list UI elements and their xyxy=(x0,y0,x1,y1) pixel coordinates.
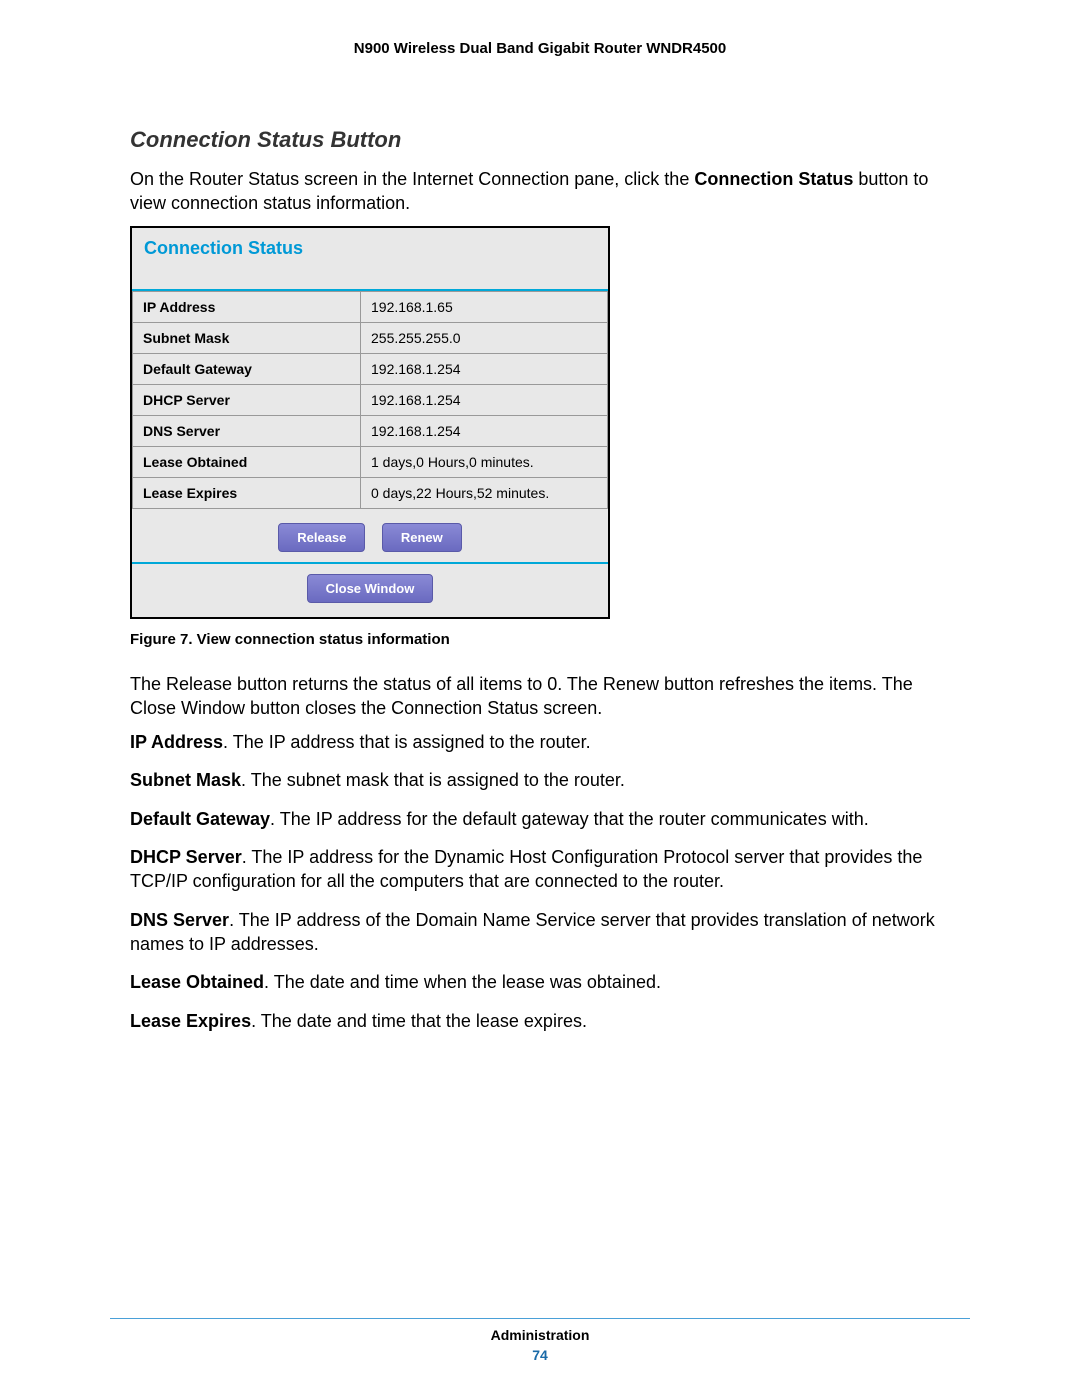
document-header: N900 Wireless Dual Band Gigabit Router W… xyxy=(130,40,950,57)
row-value: 0 days,22 Hours,52 minutes. xyxy=(361,477,608,508)
definition-ip-address: IP Address. The IP address that is assig… xyxy=(130,730,950,754)
table-row: Default Gateway192.168.1.254 xyxy=(133,353,608,384)
definition-dhcp-server: DHCP Server. The IP address for the Dyna… xyxy=(130,845,950,894)
button-row-primary: Release Renew xyxy=(132,509,608,564)
release-button[interactable]: Release xyxy=(278,523,365,552)
def-text: . The IP address of the Domain Name Serv… xyxy=(130,910,935,954)
definition-subnet-mask: Subnet Mask. The subnet mask that is ass… xyxy=(130,768,950,792)
table-row: DNS Server192.168.1.254 xyxy=(133,415,608,446)
def-term: Lease Expires xyxy=(130,1011,251,1031)
intro-bold-term: Connection Status xyxy=(694,169,853,189)
definition-lease-expires: Lease Expires. The date and time that th… xyxy=(130,1009,950,1033)
table-row: IP Address192.168.1.65 xyxy=(133,291,608,322)
panel-title: Connection Status xyxy=(132,228,608,291)
row-label: Subnet Mask xyxy=(133,322,361,353)
def-term: DHCP Server xyxy=(130,847,242,867)
table-row: Lease Expires0 days,22 Hours,52 minutes. xyxy=(133,477,608,508)
definition-dns-server: DNS Server. The IP address of the Domain… xyxy=(130,908,950,957)
table-row: Subnet Mask255.255.255.0 xyxy=(133,322,608,353)
post-panel-paragraph: The Release button returns the status of… xyxy=(130,672,950,721)
row-value: 192.168.1.254 xyxy=(361,384,608,415)
button-row-secondary: Close Window xyxy=(132,564,608,617)
section-heading: Connection Status Button xyxy=(130,127,950,153)
figure-caption: Figure 7. View connection status informa… xyxy=(130,631,950,648)
def-text: . The date and time that the lease expir… xyxy=(251,1011,587,1031)
row-label: Default Gateway xyxy=(133,353,361,384)
footer-page-number: 74 xyxy=(0,1347,1080,1363)
table-row: Lease Obtained1 days,0 Hours,0 minutes. xyxy=(133,446,608,477)
row-value: 255.255.255.0 xyxy=(361,322,608,353)
footer: Administration 74 xyxy=(0,1327,1080,1363)
row-value: 192.168.1.254 xyxy=(361,415,608,446)
footer-rule xyxy=(110,1318,970,1319)
renew-button[interactable]: Renew xyxy=(382,523,462,552)
row-value: 192.168.1.254 xyxy=(361,353,608,384)
def-text: . The subnet mask that is assigned to th… xyxy=(241,770,625,790)
definition-default-gateway: Default Gateway. The IP address for the … xyxy=(130,807,950,831)
def-term: IP Address xyxy=(130,732,223,752)
close-window-button[interactable]: Close Window xyxy=(307,574,434,603)
row-label: Lease Expires xyxy=(133,477,361,508)
row-label: DHCP Server xyxy=(133,384,361,415)
def-text: . The IP address for the Dynamic Host Co… xyxy=(130,847,922,891)
def-term: DNS Server xyxy=(130,910,229,930)
connection-status-panel: Connection Status IP Address192.168.1.65… xyxy=(130,226,610,619)
def-text: . The IP address that is assigned to the… xyxy=(223,732,591,752)
table-row: DHCP Server192.168.1.254 xyxy=(133,384,608,415)
row-value: 192.168.1.65 xyxy=(361,291,608,322)
definition-lease-obtained: Lease Obtained. The date and time when t… xyxy=(130,970,950,994)
def-term: Lease Obtained xyxy=(130,972,264,992)
row-label: Lease Obtained xyxy=(133,446,361,477)
row-label: IP Address xyxy=(133,291,361,322)
def-text: . The date and time when the lease was o… xyxy=(264,972,661,992)
def-text: . The IP address for the default gateway… xyxy=(270,809,869,829)
def-term: Default Gateway xyxy=(130,809,270,829)
row-value: 1 days,0 Hours,0 minutes. xyxy=(361,446,608,477)
status-table: IP Address192.168.1.65 Subnet Mask255.25… xyxy=(132,291,608,509)
intro-paragraph: On the Router Status screen in the Inter… xyxy=(130,167,950,216)
row-label: DNS Server xyxy=(133,415,361,446)
footer-section-name: Administration xyxy=(0,1327,1080,1343)
intro-text-a: On the Router Status screen in the Inter… xyxy=(130,169,694,189)
def-term: Subnet Mask xyxy=(130,770,241,790)
